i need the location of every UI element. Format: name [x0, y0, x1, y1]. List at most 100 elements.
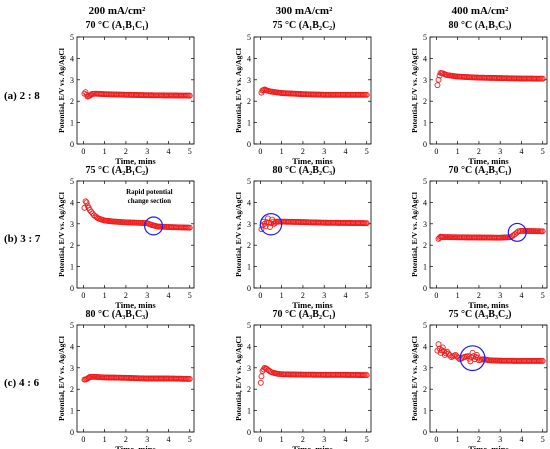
plot-frame [253, 180, 372, 289]
x-tick-label: 4 [343, 435, 347, 444]
plot-frame [429, 36, 548, 145]
y-axis-label: Potential, E/V vs. Ag/AgCl [234, 336, 243, 421]
x-tick-label: 5 [365, 147, 369, 156]
y-tick-label: 3 [70, 364, 74, 373]
annotation-text-line-2: change section [128, 197, 171, 205]
y-tick-label: 5 [70, 321, 74, 330]
highlight-circle [459, 345, 486, 372]
x-axis-label: Time, mins [292, 444, 333, 449]
col-header-1-density: 200 mA/cm² [88, 5, 146, 17]
data-point [435, 341, 442, 348]
panel-c3: 0 1 2 3 4 5 0 1 2 3 4 5 Time, mins Potential, E/V vs.… [410, 321, 548, 449]
data-point [267, 224, 273, 230]
y-tick-label: 0 [247, 284, 251, 293]
y-tick-label: 2 [70, 385, 74, 394]
y-tick-label: 3 [247, 220, 251, 229]
data-point [444, 348, 450, 355]
x-tick-label: 4 [519, 147, 523, 156]
data-point [88, 208, 95, 215]
y-tick-label: 3 [247, 364, 251, 373]
x-axis-label: Time, mins [292, 156, 333, 166]
data-point [264, 215, 271, 222]
y-tick-label: 4 [423, 342, 427, 351]
x-tick-label: 2 [301, 435, 305, 444]
y-tick-label: 5 [247, 33, 251, 42]
y-tick-label: 1 [247, 263, 251, 272]
plot-frame [76, 36, 195, 145]
x-tick-label: 0 [434, 147, 438, 156]
data-point [455, 354, 462, 361]
panel-b3: 0 1 2 3 4 5 0 1 2 3 4 5 Time, mins Potential, E/V vs.… [410, 177, 548, 310]
y-tick-label: 1 [70, 119, 74, 128]
y-axis-label: Potential, E/V vs. Ag/AgCl [234, 192, 243, 277]
x-axis-label: Time, mins [468, 156, 509, 166]
x-tick-label: 2 [301, 291, 305, 300]
x-tick-label: 5 [541, 147, 545, 156]
plot-frame [76, 180, 195, 289]
y-tick-label: 5 [423, 33, 427, 42]
x-tick-label: 0 [258, 435, 262, 444]
x-axis-label: Time, mins [468, 444, 509, 449]
x-tick-label: 3 [322, 435, 326, 444]
x-tick-label: 3 [145, 291, 149, 300]
x-tick-label: 0 [434, 435, 438, 444]
row-label-c: (c) 4 : 6 [4, 377, 40, 389]
y-tick-label: 0 [423, 428, 427, 437]
y-tick-label: 2 [423, 385, 427, 394]
data-point [186, 224, 193, 231]
y-tick-label: 1 [70, 263, 74, 272]
y-tick-label: 3 [247, 76, 251, 85]
x-tick-label: 5 [541, 435, 545, 444]
x-tick-label: 4 [519, 435, 523, 444]
data-point [83, 199, 90, 206]
x-axis-label: Time, mins [115, 300, 156, 310]
y-tick-label: 4 [70, 198, 74, 207]
highlight-circle [259, 212, 283, 236]
panel-title-a3: 80 °C (A₁B₃C₃) [448, 20, 512, 31]
y-tick-label: 2 [70, 241, 74, 250]
x-tick-label: 4 [343, 147, 347, 156]
x-tick-label: 1 [280, 147, 284, 156]
data-point [363, 372, 370, 379]
data-point [186, 92, 193, 99]
y-tick-label: 0 [247, 140, 251, 149]
y-tick-label: 0 [70, 140, 74, 149]
y-tick-label: 0 [70, 428, 74, 437]
x-tick-label: 3 [498, 147, 502, 156]
y-tick-label: 5 [247, 177, 251, 186]
data-point [363, 91, 370, 98]
plot-frame [76, 324, 195, 433]
data-point [539, 358, 546, 364]
x-tick-label: 2 [301, 147, 305, 156]
y-tick-label: 4 [70, 342, 74, 351]
y-tick-label: 2 [247, 385, 251, 394]
data-point [539, 75, 546, 82]
panel-c2: 0 1 2 3 4 5 0 1 2 3 4 5 Time, mins Potential, E/V vs.… [234, 321, 372, 449]
y-tick-label: 3 [423, 76, 427, 85]
data-point [434, 82, 441, 89]
x-tick-label: 2 [124, 291, 128, 300]
y-tick-label: 4 [423, 54, 427, 63]
y-tick-label: 3 [423, 220, 427, 229]
highlight-circle [144, 216, 164, 236]
x-tick-label: 3 [145, 147, 149, 156]
panel-a2: 0 1 2 3 4 5 0 1 2 3 4 5 Time, mins Potential, E/V vs.… [234, 33, 372, 166]
y-tick-label: 4 [70, 54, 74, 63]
x-tick-label: 1 [103, 291, 107, 300]
y-tick-label: 0 [247, 428, 251, 437]
x-tick-label: 1 [103, 147, 107, 156]
x-tick-label: 0 [434, 291, 438, 300]
data-point [258, 373, 265, 380]
y-tick-label: 3 [70, 220, 74, 229]
y-tick-label: 1 [423, 263, 427, 272]
x-tick-label: 0 [81, 291, 85, 300]
x-axis-label: Time, mins [292, 300, 333, 310]
panel-title-c2: 70 °C (A₃B₂C₁) [272, 309, 336, 320]
panel-b1: 0 1 2 3 4 5 0 1 2 3 4 5 Time, mins Potential, E/V vs.… [57, 177, 195, 310]
panel-title-c3: 75 °C (A₃B₃C₂) [448, 309, 512, 320]
data-point [85, 374, 92, 381]
data-point [473, 352, 480, 358]
annotation-text-line-1: Rapid potential [126, 188, 173, 196]
panel-c1: 0 1 2 3 4 5 0 1 2 3 4 5 Time, mins Potential, E/V vs.… [57, 321, 195, 449]
